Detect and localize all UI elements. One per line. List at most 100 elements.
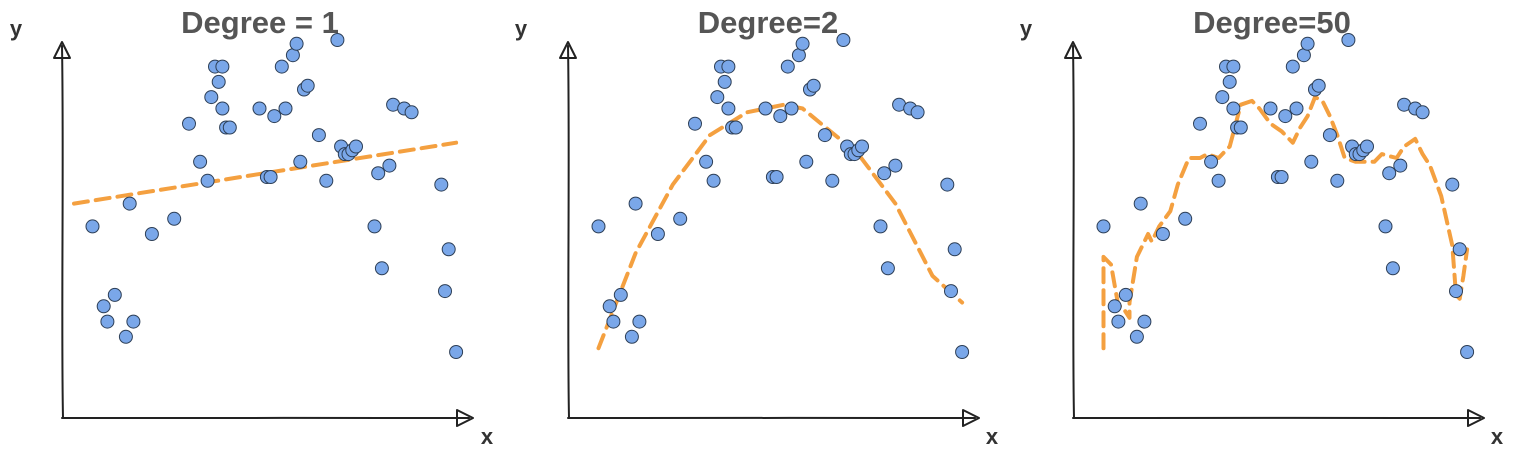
data-point xyxy=(96,299,111,314)
data-point xyxy=(193,154,208,169)
data-point xyxy=(910,105,925,120)
data-point xyxy=(144,227,159,241)
data-point xyxy=(222,120,237,135)
data-point xyxy=(1415,105,1430,120)
data-point xyxy=(263,170,278,184)
data-point xyxy=(940,177,955,192)
fit-line xyxy=(1101,95,1470,351)
data-point xyxy=(955,345,970,359)
data-point xyxy=(632,314,647,329)
chart-title: Degree=2 xyxy=(698,5,838,40)
data-point xyxy=(1096,219,1111,234)
chart-title: Degree = 1 xyxy=(181,5,339,40)
data-point xyxy=(211,74,226,89)
data-point xyxy=(1360,139,1374,154)
data-point xyxy=(367,219,382,234)
data-point xyxy=(880,261,895,276)
data-point xyxy=(167,211,182,226)
data-point xyxy=(274,59,289,74)
data-point xyxy=(1107,299,1122,314)
data-point xyxy=(717,74,732,89)
x-axis-arrow xyxy=(1467,409,1485,427)
data-point xyxy=(441,242,456,257)
data-point xyxy=(1204,154,1219,169)
data-point xyxy=(624,329,639,344)
data-point xyxy=(204,90,219,105)
data-point xyxy=(1118,287,1133,302)
data-point xyxy=(300,78,315,93)
data-point xyxy=(1274,170,1289,184)
chart-panel-2: Degree=2 y x xyxy=(515,5,999,449)
data-point xyxy=(404,105,419,120)
y-axis-line xyxy=(567,45,570,419)
x-axis-label: x xyxy=(1491,424,1504,449)
x-axis-arrow xyxy=(962,409,980,427)
data-point xyxy=(1222,74,1237,89)
x-axis-arrow xyxy=(456,409,474,427)
data-point xyxy=(107,287,122,302)
data-point xyxy=(182,116,196,131)
data-point xyxy=(710,90,725,105)
data-point xyxy=(1378,219,1393,234)
data-point xyxy=(122,196,137,211)
data-point xyxy=(278,101,293,116)
data-point xyxy=(311,128,326,143)
data-point xyxy=(330,33,345,47)
data-point xyxy=(319,173,334,188)
data-point xyxy=(721,59,736,74)
data-point xyxy=(215,59,230,74)
data-point xyxy=(1285,59,1300,74)
data-point xyxy=(1137,314,1152,329)
data-point xyxy=(1393,158,1408,173)
data-point xyxy=(126,314,141,329)
data-point xyxy=(289,36,304,51)
data-point xyxy=(1330,173,1345,188)
data-point xyxy=(1385,261,1400,276)
data-point xyxy=(799,154,814,169)
fit-line xyxy=(596,102,965,351)
data-point xyxy=(1322,128,1337,143)
data-point xyxy=(1289,101,1304,116)
y-axis-label: y xyxy=(1020,16,1033,41)
data-point xyxy=(434,177,449,192)
data-point xyxy=(825,173,840,188)
data-point xyxy=(1449,284,1463,299)
data-point xyxy=(944,284,958,299)
data-point xyxy=(349,139,363,154)
chart-panel-3: Degree=50 y x xyxy=(1020,5,1504,449)
data-point xyxy=(1133,196,1148,211)
data-point xyxy=(374,261,389,276)
data-point xyxy=(673,211,688,226)
data-point xyxy=(758,101,773,116)
data-point xyxy=(1129,329,1144,344)
y-axis-label: y xyxy=(10,16,23,41)
data-point xyxy=(1263,101,1278,116)
x-axis-line xyxy=(1072,416,1481,420)
data-point xyxy=(795,36,810,51)
data-point xyxy=(1193,116,1207,131)
data-point xyxy=(1226,59,1241,74)
data-point xyxy=(215,101,230,116)
data-point xyxy=(118,329,133,344)
data-point xyxy=(817,128,832,143)
chart-panel-1: Degree = 1 y x xyxy=(10,5,494,449)
data-point xyxy=(371,166,386,181)
data-point xyxy=(769,170,784,184)
data-point xyxy=(382,158,397,173)
data-point xyxy=(699,154,714,169)
data-point xyxy=(836,33,851,47)
data-point xyxy=(1341,33,1356,47)
data-point xyxy=(438,284,452,299)
data-point xyxy=(1155,227,1170,241)
data-point xyxy=(200,173,215,188)
data-point xyxy=(806,78,821,93)
data-point xyxy=(721,101,736,116)
data-point xyxy=(606,314,621,329)
data-point xyxy=(1304,154,1319,169)
data-point xyxy=(1178,211,1193,226)
data-point xyxy=(613,287,628,302)
data-point xyxy=(773,109,788,124)
data-point xyxy=(1460,345,1475,359)
data-point xyxy=(85,219,100,234)
